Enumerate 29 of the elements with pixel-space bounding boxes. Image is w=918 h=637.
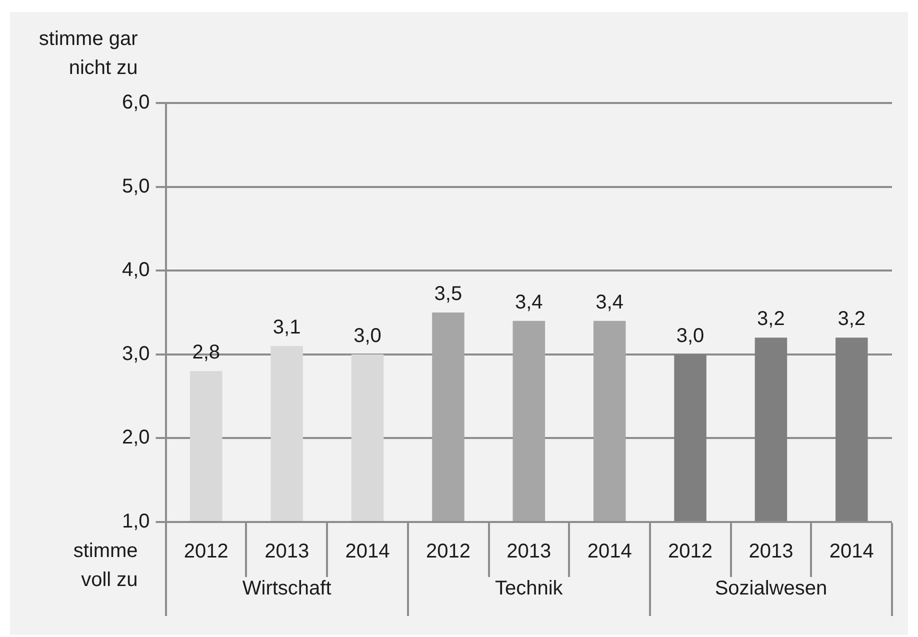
x-tick-label: 2014 bbox=[829, 540, 874, 563]
x-tick-label: 2013 bbox=[506, 540, 552, 563]
data-label: 3,0 bbox=[354, 324, 382, 347]
text: stimme voll zu bbox=[72, 539, 138, 593]
text: stimme gar nicht zu bbox=[38, 27, 138, 81]
data-label: 3,4 bbox=[596, 291, 624, 314]
x-tick-label: 2012 bbox=[668, 540, 713, 563]
x-tick-label: 2012 bbox=[426, 540, 470, 563]
y-tick-label: 2,0 bbox=[122, 426, 150, 449]
data-label: 2,8 bbox=[192, 342, 220, 364]
series-label: Technik bbox=[494, 578, 564, 600]
x-tick-label: 2014 bbox=[587, 540, 632, 563]
series-label: Wirtschaft bbox=[242, 578, 332, 600]
x-tick-label: 2013 bbox=[264, 540, 310, 563]
data-label: 3,2 bbox=[838, 308, 866, 330]
y-tick-label: 4,0 bbox=[122, 259, 150, 282]
data-label: 3,4 bbox=[514, 291, 543, 314]
series-label: Sozialwesen bbox=[714, 578, 828, 600]
y-tick-label: 5,0 bbox=[122, 175, 150, 198]
data-label: 3,0 bbox=[676, 324, 704, 347]
x-tick-label: 2013 bbox=[748, 540, 794, 563]
data-label: 3,1 bbox=[272, 316, 301, 339]
x-tick-label: 2014 bbox=[345, 540, 390, 563]
y-tick-label: 6,0 bbox=[122, 92, 150, 114]
data-label: 3,2 bbox=[757, 308, 785, 330]
data-label: 3,5 bbox=[434, 283, 462, 306]
x-tick-label: 2012 bbox=[184, 540, 228, 563]
y-tick-label: 3,0 bbox=[122, 342, 150, 365]
y-tick-label: 1,0 bbox=[122, 510, 150, 533]
